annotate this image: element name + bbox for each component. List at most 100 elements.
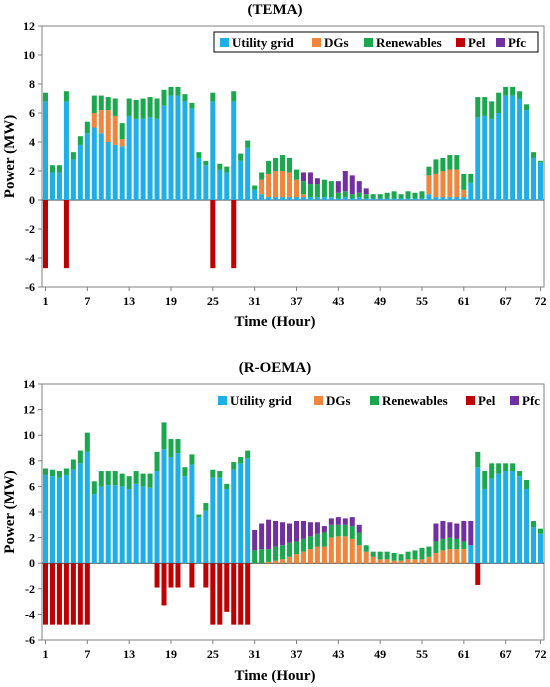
chart2-bar-renewables-h31 <box>252 550 258 564</box>
chart1-bar-utility-grid-h7 <box>84 133 90 200</box>
chart1-bar-utility-grid-h51 <box>391 198 397 200</box>
chart2-bar-utility-grid-h16 <box>147 487 153 564</box>
chart1-ytick-label: 10 <box>23 48 35 62</box>
chart1-bar-utility-grid-h60 <box>454 197 460 200</box>
chart1-bar-utility-grid-h30 <box>245 147 251 200</box>
chart1-ytick-label: 6 <box>29 106 35 120</box>
chart1-bar-renewables-h67 <box>503 86 509 96</box>
chart2-bar-utility-grid-h65 <box>489 478 495 564</box>
chart2-bar-renewables-h52 <box>398 554 404 561</box>
chart2-bar-renewables-h68 <box>510 463 516 472</box>
chart1-bar-renewables-h59 <box>447 155 453 170</box>
chart1-bar-utility-grid-h4 <box>63 101 69 200</box>
chart2-bar-renewables-h4 <box>63 468 69 475</box>
chart1-bar-renewables-h17 <box>154 98 160 119</box>
chart1-legend-swatch-renewables <box>364 38 373 47</box>
chart2-bar-utility-grid-h10 <box>105 485 111 564</box>
chart1-bar-renewables-h3 <box>56 165 62 173</box>
chart1-bar-renewables-h42 <box>328 181 334 198</box>
chart1-bar-renewables-h35 <box>280 155 286 171</box>
chart2-bar-renewables-h2 <box>49 469 55 477</box>
chart1-legend-label-utility-grid: Utility grid <box>232 35 295 50</box>
chart1-bar-dgs-h32 <box>259 179 265 195</box>
chart1-bar-renewables-h49 <box>377 194 383 199</box>
chart2-bar-renewables-h55 <box>419 547 425 560</box>
chart2-bar-utility-grid-h27 <box>224 488 230 564</box>
chart2-xtick-label: 49 <box>374 647 386 661</box>
chart2-bar-renewables-h42 <box>328 524 334 538</box>
chart2-bar-renewables-h44 <box>342 524 348 537</box>
chart1-bar-renewables-h56 <box>426 166 432 176</box>
chart2-xtick-label: 43 <box>332 647 344 661</box>
chart1-bar-renewables-h24 <box>203 160 209 166</box>
chart2-bar-pfc-h34 <box>273 520 279 547</box>
chart1-xtick-label: 72 <box>535 294 547 308</box>
chart1-bar-utility-grid-h46 <box>356 197 362 200</box>
chart1-bar-utility-grid-h31 <box>252 189 258 200</box>
chart1-bar-utility-grid-h10 <box>105 142 111 200</box>
chart2-bar-renewables-h59 <box>447 537 453 550</box>
chart2-bar-pel-h22 <box>189 563 195 588</box>
chart1-bar-pfc-h44 <box>342 171 348 192</box>
chart1-ytick-label: -6 <box>25 280 35 294</box>
chart1-bar-renewables-h4 <box>63 91 69 102</box>
chart1-bar-utility-grid-h48 <box>370 198 376 200</box>
chart2-xtick-label: 72 <box>535 647 547 661</box>
chart1-bar-utility-grid-h32 <box>259 194 265 200</box>
chart2-xtick-label: 7 <box>84 647 90 661</box>
chart2-bar-renewables-h39 <box>307 536 313 550</box>
chart1-bar-renewables-h52 <box>398 194 404 199</box>
chart1-ytick-label: -2 <box>25 222 35 236</box>
chart1-bar-utility-grid-h53 <box>405 198 411 200</box>
chart1-bar-renewables-h8 <box>91 95 97 113</box>
chart1-bar-pel-h25 <box>210 200 216 269</box>
chart2-bar-renewables-h17 <box>154 451 160 472</box>
chart1-bar-renewables-h19 <box>168 86 174 96</box>
chart2-bar-pel-h30 <box>245 563 251 625</box>
chart1-xtick-label: 49 <box>374 294 386 308</box>
chart1-bar-utility-grid-h8 <box>91 127 97 200</box>
chart2-bar-dgs-h57 <box>433 552 439 564</box>
chart1-xtick-label: 55 <box>416 294 428 308</box>
chart2-xtick-label: 31 <box>249 647 261 661</box>
chart1-bar-dgs-h8 <box>91 113 97 128</box>
chart1-bar-renewables-h16 <box>147 97 153 118</box>
chart1-bar-utility-grid-h68 <box>510 95 516 200</box>
chart1-bar-renewables-h14 <box>133 99 139 119</box>
chart2-ytick-label: 6 <box>29 479 35 493</box>
chart2-bar-utility-grid-h29 <box>238 463 244 564</box>
chart1-title: (TEMA) <box>248 2 303 18</box>
chart1-ytick-label: -4 <box>25 251 35 265</box>
chart1-bar-renewables-h71 <box>531 152 537 158</box>
chart1-bar-renewables-h68 <box>510 86 516 96</box>
chart2-ytick-label: 12 <box>23 403 35 417</box>
chart1-bar-renewables-h6 <box>77 136 83 145</box>
chart1-bar-dgs-h60 <box>454 169 460 198</box>
chart1-bar-utility-grid-h11 <box>112 144 118 200</box>
chart2-xtick-label: 25 <box>207 647 219 661</box>
chart2-ytick-label: 2 <box>29 531 35 545</box>
chart2-bar-renewables-h19 <box>168 439 174 457</box>
chart2-bar-utility-grid-h2 <box>49 476 55 564</box>
chart2-bar-renewables-h25 <box>210 469 216 478</box>
chart2-bar-pfc-h39 <box>307 522 313 537</box>
chart1-bar-utility-grid-h64 <box>482 115 488 200</box>
chart1-bar-renewables-h61 <box>461 173 467 190</box>
chart2-bar-renewables-h10 <box>105 471 111 486</box>
chart2-bar-renewables-h21 <box>182 467 188 477</box>
chart2-bar-dgs-h61 <box>461 549 467 564</box>
chart1-bar-renewables-h32 <box>259 172 265 180</box>
chart1-bar-renewables-h48 <box>370 194 376 199</box>
chart1-bar-renewables-h11 <box>112 98 118 116</box>
chart1-bar-dgs-h10 <box>105 110 111 142</box>
chart1-xtick-label: 37 <box>290 294 302 308</box>
chart1-bar-utility-grid-h29 <box>238 160 244 200</box>
chart1-xtick-label: 1 <box>42 294 48 308</box>
chart2-xtick-label: 19 <box>165 647 177 661</box>
chart2-bar-dgs-h41 <box>321 546 327 564</box>
chart2-bar-utility-grid-h67 <box>503 471 509 564</box>
chart2-bar-utility-grid-h72 <box>538 533 544 564</box>
chart2-bar-dgs-h39 <box>307 549 313 564</box>
chart1-bar-renewables-h40 <box>314 184 320 198</box>
chart1-bar-renewables-h25 <box>210 92 216 102</box>
